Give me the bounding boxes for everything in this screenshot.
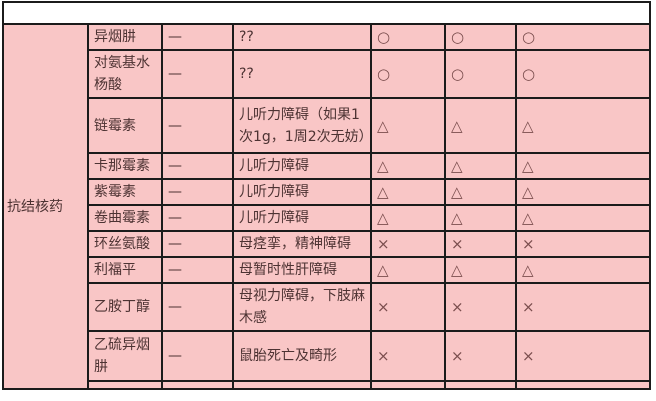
mark-cell: × [370, 230, 446, 258]
mark-cell: △ [370, 256, 446, 284]
mark-cell: ○ [370, 49, 446, 99]
effect-cell: 儿听力障碍 [232, 204, 372, 232]
table-row: 乙胺丁醇 — 母视力障碍，下肢麻木感 × × × [3, 282, 652, 332]
table-row: 对氨基水杨酸 — ?? ○ ○ ○ [3, 49, 652, 99]
note-cell: — [161, 49, 234, 99]
effect-cell: 母视力障碍，下肢麻木感 [232, 282, 372, 332]
effect-cell: ?? [232, 49, 372, 99]
mark-cell: × [514, 282, 652, 332]
table-row: 卷曲霉素 — 儿听力障碍 △ △ △ [3, 204, 652, 232]
note-cell: — [161, 204, 234, 232]
empty-cell [370, 380, 446, 390]
mark-cell: △ [514, 204, 652, 232]
mark-cell: × [444, 282, 517, 332]
mark-cell: ○ [514, 23, 652, 51]
table-row: 紫霉素 — 儿听力障碍 △ △ △ [3, 178, 652, 206]
table-row: 利福平 — 母暂时性肝障碍 △ △ △ [3, 256, 652, 284]
drug-name-cell: 紫霉素 [87, 178, 163, 206]
effect-cell: 鼠胎死亡及畸形 [232, 330, 372, 382]
mark-cell: △ [514, 97, 652, 154]
effect-cell: ?? [232, 23, 372, 51]
note-cell: — [161, 152, 234, 180]
empty-cell [514, 380, 652, 390]
empty-header-row [1, 1, 652, 25]
empty-header-cell [1, 1, 652, 25]
mark-cell: △ [514, 178, 652, 206]
effect-cell: 儿听力障碍 [232, 178, 372, 206]
effect-cell: 儿听力障碍 [232, 152, 372, 180]
drug-name-cell: 链霉素 [87, 97, 163, 154]
mark-cell: △ [370, 152, 446, 180]
drug-name-cell: 卷曲霉素 [87, 204, 163, 232]
mark-cell: ○ [444, 49, 517, 99]
drug-name-cell: 对氨基水杨酸 [87, 49, 163, 99]
mark-cell: △ [444, 152, 517, 180]
mark-cell: △ [370, 178, 446, 206]
drug-name-cell: 乙硫异烟肼 [87, 330, 163, 382]
mark-cell: × [370, 282, 446, 332]
empty-cell [444, 380, 517, 390]
clipped-partial-row [3, 380, 652, 390]
mark-cell: ○ [444, 23, 517, 51]
note-cell: — [161, 282, 234, 332]
empty-cell [87, 380, 163, 390]
mark-cell: △ [370, 204, 446, 232]
mark-cell: △ [444, 178, 517, 206]
effect-cell: 儿听力障碍（如果1次1g，1周2次无妨） [232, 97, 372, 154]
table-row: 乙硫异烟肼 — 鼠胎死亡及畸形 × × × [3, 330, 652, 382]
mark-cell: △ [444, 204, 517, 232]
drug-name-cell: 卡那霉素 [87, 152, 163, 180]
effect-cell: 母暂时性肝障碍 [232, 256, 372, 284]
mark-cell: ○ [370, 23, 446, 51]
mark-cell: × [370, 330, 446, 382]
mark-cell: ○ [514, 49, 652, 99]
mark-cell: × [514, 230, 652, 258]
effect-cell: 母痉挛，精神障碍 [232, 230, 372, 258]
mark-cell: × [514, 330, 652, 382]
mark-cell: × [444, 230, 517, 258]
table-row: 链霉素 — 儿听力障碍（如果1次1g，1周2次无妨） △ △ △ [3, 97, 652, 154]
table-row: 环丝氨酸 — 母痉挛，精神障碍 × × × [3, 230, 652, 258]
note-cell: — [161, 330, 234, 382]
mark-cell: △ [514, 152, 652, 180]
category-cell: 抗结核药 [2, 23, 89, 390]
mark-cell: △ [444, 97, 517, 154]
mark-cell: × [444, 330, 517, 382]
note-cell: — [161, 178, 234, 206]
empty-cell [232, 380, 372, 390]
note-cell: — [161, 230, 234, 258]
table-row: 卡那霉素 — 儿听力障碍 △ △ △ [3, 152, 652, 180]
mark-cell: △ [370, 97, 446, 154]
anti-tb-drug-table: 抗结核药 异烟肼 — ?? ○ ○ ○ 对氨基水杨酸 — ?? ○ ○ ○ 链霉… [1, 1, 652, 390]
drug-name-cell: 乙胺丁醇 [87, 282, 163, 332]
drug-name-cell: 异烟肼 [87, 23, 163, 51]
drug-name-cell: 环丝氨酸 [87, 230, 163, 258]
note-cell: — [161, 23, 234, 51]
note-cell: — [161, 97, 234, 154]
note-cell: — [161, 256, 234, 284]
empty-cell [161, 380, 234, 390]
mark-cell: △ [514, 256, 652, 284]
mark-cell: △ [444, 256, 517, 284]
drug-name-cell: 利福平 [87, 256, 163, 284]
table-row: 抗结核药 异烟肼 — ?? ○ ○ ○ [2, 23, 652, 390]
